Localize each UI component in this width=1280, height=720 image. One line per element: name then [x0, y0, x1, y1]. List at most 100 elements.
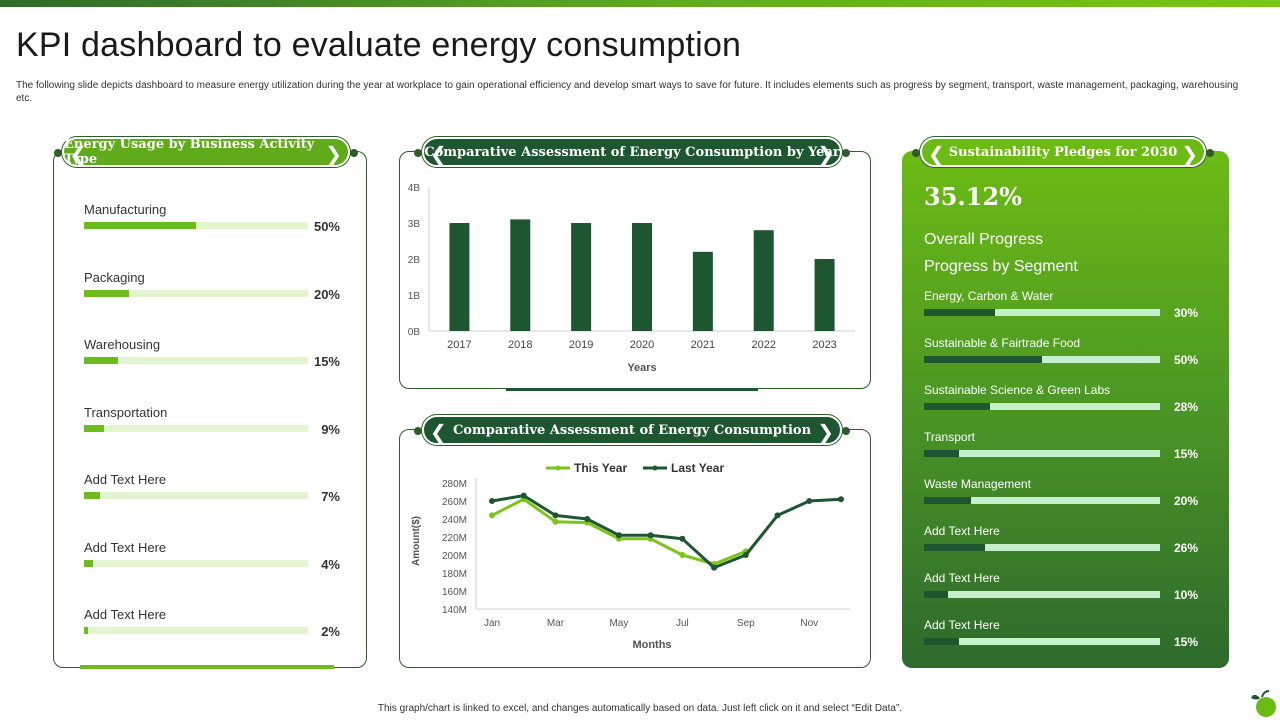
- activity-progress-track: [84, 424, 308, 432]
- series-point-0: [679, 552, 686, 558]
- segment-progress-track: [924, 356, 1160, 363]
- segment-progress-fill: [924, 309, 995, 316]
- legend-marker-1: [652, 465, 658, 471]
- series-point-0: [552, 518, 559, 525]
- ribbon-dot-right: [1206, 149, 1214, 157]
- activity-progress-fill: [84, 424, 105, 432]
- segment-percent: 26%: [1173, 541, 1198, 555]
- segment-progress-fill: [924, 356, 1042, 363]
- activity-progress-fill: [84, 289, 129, 297]
- ribbon-dot-left: [54, 149, 62, 157]
- line-chart-panel: [399, 429, 871, 668]
- ribbon-dot-left: [414, 149, 422, 157]
- segment-percent: 15%: [1173, 447, 1198, 461]
- line-y-tick-label: 160M: [442, 587, 467, 598]
- bar-2017: [449, 223, 470, 331]
- activity-progress-fill: [84, 357, 118, 364]
- bar-x-axis-title: Years: [627, 362, 656, 374]
- activity-panel-title: Energy Usage by Business Activity Type: [64, 137, 315, 167]
- segment-label: Sustainable & Fairtrade Food: [924, 336, 1081, 350]
- segment-progress-track: [924, 497, 1160, 504]
- bracket-left-icon: ❮: [70, 142, 87, 166]
- line-y-tick-label: 260M: [442, 497, 467, 508]
- activity-label: Add Text Here: [84, 472, 167, 487]
- bar-x-tick-label: 2018: [508, 339, 532, 351]
- bar-y-tick-label: 1B: [408, 291, 421, 302]
- line-chart-title: Comparative Assessment of Energy Consump…: [452, 422, 812, 438]
- bracket-left-icon: ❮: [430, 420, 447, 444]
- activity-label: Warehousing: [84, 337, 161, 352]
- activity-percent: 15%: [313, 354, 340, 369]
- line-y-tick-label: 180M: [442, 569, 467, 580]
- line-y-tick-label: 220M: [442, 533, 467, 544]
- footer-note: This graph/chart is linked to excel, and…: [377, 703, 903, 714]
- bar-y-tick-label: 4B: [408, 183, 421, 194]
- activity-label: Packaging: [84, 269, 145, 285]
- series-point-1: [489, 498, 495, 504]
- segment-label: Waste Management: [924, 477, 1031, 491]
- line-x-tick-label: May: [609, 618, 628, 629]
- ribbon-dot-right: [350, 149, 358, 157]
- bar-y-tick-label: 2B: [408, 255, 421, 266]
- bar-x-tick-label: 2021: [691, 339, 715, 351]
- segment-label: Add Text Here: [924, 618, 1000, 632]
- segment-progress-track: [924, 403, 1160, 410]
- segment-percent: 30%: [1173, 306, 1198, 320]
- bar-panel-accent: [506, 388, 758, 391]
- bar-x-tick-label: 2017: [447, 339, 471, 351]
- bracket-left-icon: ❮: [430, 142, 447, 166]
- activity-progress-track: [84, 222, 308, 229]
- bar-2021: [692, 251, 713, 331]
- segment-progress-track: [924, 450, 1160, 457]
- activity-panel-accent: [80, 665, 334, 669]
- legend-marker-0: [555, 465, 561, 471]
- bar-chart-title: Comparative Assessment of Energy Consump…: [424, 144, 840, 160]
- segment-progress-fill: [924, 403, 991, 410]
- segment-label: Energy, Carbon & Water: [924, 289, 1054, 303]
- bar-2022: [753, 230, 774, 331]
- activity-progress-fill: [84, 627, 89, 634]
- series-point-1: [584, 516, 591, 522]
- series-point-1: [742, 552, 749, 558]
- line-y-tick-label: 280M: [442, 479, 467, 490]
- bar-x-tick-label: 2020: [630, 339, 654, 351]
- activity-progress-track: [84, 289, 308, 297]
- sustainability-header: ❮ Sustainability Pledges for 2030 ❯: [912, 137, 1214, 167]
- activity-progress-track: [84, 627, 308, 634]
- bar-y-tick-label: 0B: [408, 327, 421, 338]
- ribbon-dot-right: [842, 427, 850, 435]
- segment-percent: 10%: [1173, 588, 1198, 602]
- activity-percent: 9%: [321, 421, 340, 437]
- segment-progress-fill: [924, 638, 960, 645]
- overall-progress-value: 35.12%: [924, 182, 1022, 211]
- page-title: KPI dashboard to evaluate energy consump…: [16, 26, 742, 64]
- series-point-1: [806, 498, 813, 504]
- segment-progress-fill: [924, 544, 986, 551]
- activity-progress-fill: [84, 559, 93, 567]
- bar-x-tick-label: 2023: [812, 339, 836, 351]
- sustainability-title: Sustainability Pledges for 2030: [948, 144, 1178, 160]
- series-point-1: [838, 496, 844, 503]
- bar-x-tick-label: 2019: [569, 339, 593, 351]
- line-x-tick-label: Mar: [547, 618, 565, 629]
- leaf-logo-icon: [1251, 690, 1276, 717]
- segment-progress-fill: [924, 497, 972, 504]
- activity-panel-header: ❮ Energy Usage by Business Activity Type…: [54, 137, 358, 167]
- segment-label: Add Text Here: [924, 571, 1000, 585]
- activity-percent: 2%: [321, 624, 340, 639]
- series-point-1: [520, 492, 527, 499]
- segment-percent: 50%: [1173, 353, 1198, 367]
- segment-label: Sustainable Science & Green Labs: [924, 383, 1111, 397]
- bar-2018: [510, 219, 531, 331]
- line-x-tick-label: Sep: [737, 618, 755, 629]
- bar-x-tick-label: 2022: [751, 339, 775, 351]
- activity-label: Transportation: [84, 404, 168, 420]
- segment-progress-track: [924, 309, 1160, 316]
- bracket-right-icon: ❯: [1181, 142, 1198, 166]
- series-point-1: [647, 532, 654, 539]
- segment-heading: Progress by Segment: [924, 258, 1078, 275]
- series-point-0: [489, 512, 495, 519]
- segment-progress-track: [924, 544, 1160, 551]
- top-accent-bar: [0, 0, 1280, 7]
